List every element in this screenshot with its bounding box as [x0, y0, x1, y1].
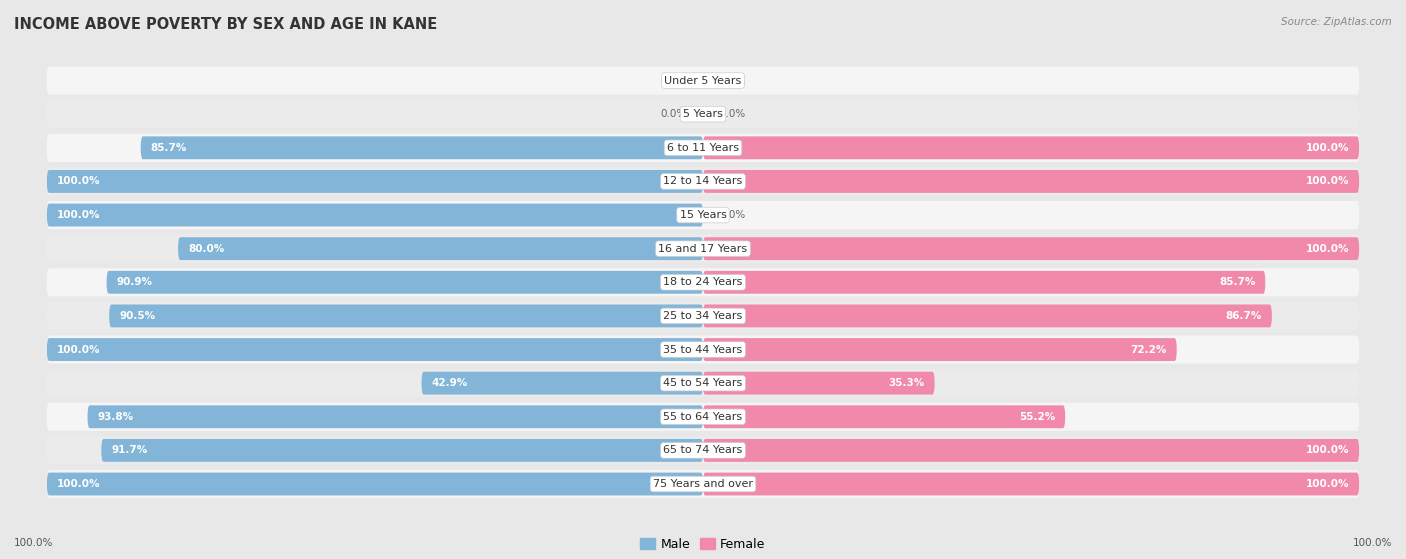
Text: 100.0%: 100.0%: [1306, 143, 1350, 153]
Text: 18 to 24 Years: 18 to 24 Years: [664, 277, 742, 287]
FancyBboxPatch shape: [703, 405, 1066, 428]
Text: 100.0%: 100.0%: [56, 177, 100, 187]
Text: 100.0%: 100.0%: [1306, 479, 1350, 489]
Text: 100.0%: 100.0%: [1306, 244, 1350, 254]
FancyBboxPatch shape: [46, 203, 703, 226]
Text: 35 to 44 Years: 35 to 44 Years: [664, 344, 742, 354]
FancyBboxPatch shape: [46, 201, 1360, 229]
FancyBboxPatch shape: [703, 237, 1360, 260]
Text: 0.0%: 0.0%: [720, 210, 745, 220]
FancyBboxPatch shape: [703, 338, 1177, 361]
FancyBboxPatch shape: [101, 439, 703, 462]
Text: 93.8%: 93.8%: [97, 412, 134, 422]
FancyBboxPatch shape: [107, 271, 703, 293]
Text: 45 to 54 Years: 45 to 54 Years: [664, 378, 742, 388]
FancyBboxPatch shape: [46, 369, 1360, 397]
Legend: Male, Female: Male, Female: [637, 534, 769, 555]
Text: 15 Years: 15 Years: [679, 210, 727, 220]
Text: 0.0%: 0.0%: [720, 109, 745, 119]
Text: 90.5%: 90.5%: [120, 311, 155, 321]
Text: 100.0%: 100.0%: [56, 344, 100, 354]
Text: 100.0%: 100.0%: [56, 210, 100, 220]
Text: 75 Years and over: 75 Years and over: [652, 479, 754, 489]
FancyBboxPatch shape: [46, 67, 1360, 94]
Text: 65 to 74 Years: 65 to 74 Years: [664, 446, 742, 456]
FancyBboxPatch shape: [46, 170, 703, 193]
FancyBboxPatch shape: [46, 470, 1360, 498]
FancyBboxPatch shape: [46, 235, 1360, 263]
Text: 0.0%: 0.0%: [720, 75, 745, 86]
FancyBboxPatch shape: [46, 335, 1360, 364]
FancyBboxPatch shape: [87, 405, 703, 428]
Text: 6 to 11 Years: 6 to 11 Years: [666, 143, 740, 153]
FancyBboxPatch shape: [46, 167, 1360, 196]
FancyBboxPatch shape: [703, 372, 935, 395]
Text: 91.7%: 91.7%: [111, 446, 148, 456]
Text: 5 Years: 5 Years: [683, 109, 723, 119]
FancyBboxPatch shape: [46, 268, 1360, 296]
Text: 85.7%: 85.7%: [150, 143, 187, 153]
FancyBboxPatch shape: [422, 372, 703, 395]
Text: 100.0%: 100.0%: [1306, 177, 1350, 187]
FancyBboxPatch shape: [703, 472, 1360, 495]
Text: 85.7%: 85.7%: [1219, 277, 1256, 287]
Text: 100.0%: 100.0%: [1353, 538, 1392, 548]
FancyBboxPatch shape: [46, 402, 1360, 431]
FancyBboxPatch shape: [46, 134, 1360, 162]
FancyBboxPatch shape: [46, 302, 1360, 330]
Text: 12 to 14 Years: 12 to 14 Years: [664, 177, 742, 187]
Text: 100.0%: 100.0%: [14, 538, 53, 548]
Text: 100.0%: 100.0%: [1306, 446, 1350, 456]
FancyBboxPatch shape: [110, 305, 703, 328]
FancyBboxPatch shape: [46, 436, 1360, 465]
FancyBboxPatch shape: [703, 271, 1265, 293]
Text: 25 to 34 Years: 25 to 34 Years: [664, 311, 742, 321]
Text: 0.0%: 0.0%: [661, 75, 686, 86]
Text: 80.0%: 80.0%: [188, 244, 224, 254]
FancyBboxPatch shape: [46, 338, 703, 361]
Text: 42.9%: 42.9%: [432, 378, 468, 388]
Text: 55 to 64 Years: 55 to 64 Years: [664, 412, 742, 422]
FancyBboxPatch shape: [703, 136, 1360, 159]
Text: 35.3%: 35.3%: [889, 378, 925, 388]
Text: INCOME ABOVE POVERTY BY SEX AND AGE IN KANE: INCOME ABOVE POVERTY BY SEX AND AGE IN K…: [14, 17, 437, 32]
FancyBboxPatch shape: [46, 100, 1360, 129]
Text: 72.2%: 72.2%: [1130, 344, 1167, 354]
Text: 16 and 17 Years: 16 and 17 Years: [658, 244, 748, 254]
FancyBboxPatch shape: [46, 472, 703, 495]
Text: Source: ZipAtlas.com: Source: ZipAtlas.com: [1281, 17, 1392, 27]
FancyBboxPatch shape: [179, 237, 703, 260]
FancyBboxPatch shape: [703, 170, 1360, 193]
Text: 86.7%: 86.7%: [1226, 311, 1263, 321]
Text: 90.9%: 90.9%: [117, 277, 152, 287]
FancyBboxPatch shape: [141, 136, 703, 159]
FancyBboxPatch shape: [703, 439, 1360, 462]
Text: 55.2%: 55.2%: [1019, 412, 1056, 422]
FancyBboxPatch shape: [703, 305, 1272, 328]
Text: 100.0%: 100.0%: [56, 479, 100, 489]
Text: 0.0%: 0.0%: [661, 109, 686, 119]
Text: Under 5 Years: Under 5 Years: [665, 75, 741, 86]
